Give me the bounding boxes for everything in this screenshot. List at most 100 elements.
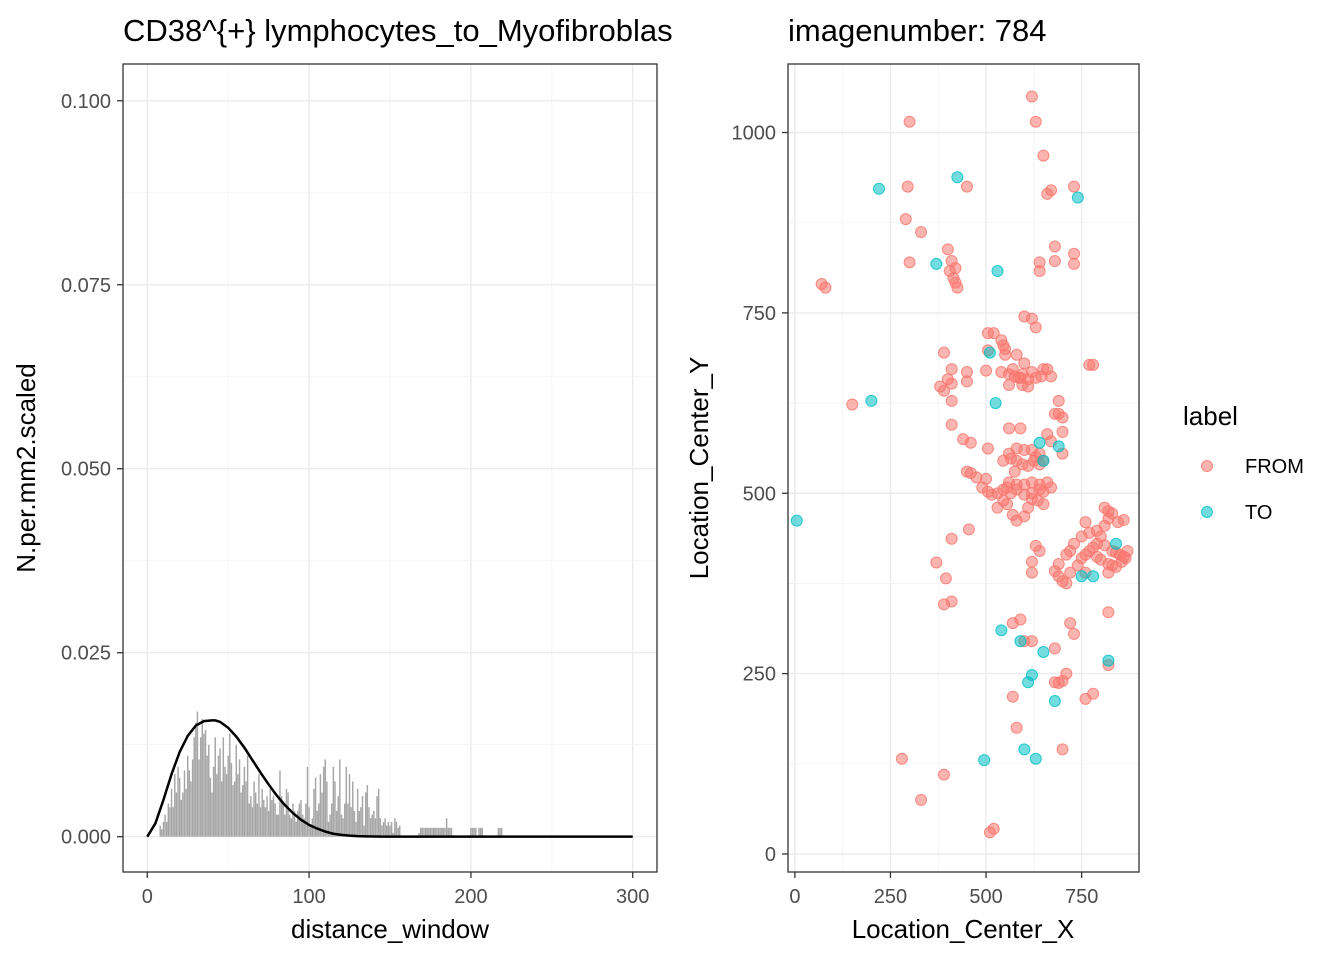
histogram-y-tick-label: 0.000: [61, 827, 111, 849]
histogram-bar: [191, 759, 194, 837]
histogram-bar: [339, 759, 341, 837]
histogram-bar: [481, 827, 483, 837]
scatter-point-from: [1052, 557, 1065, 570]
histogram-bar: [418, 832, 420, 837]
scatter-point-from: [938, 768, 950, 781]
histogram-bar: [426, 827, 428, 837]
histogram-bar: [345, 766, 348, 837]
scatter-axis-ticks: 0 250 500 750 0 250 500 750 1000: [732, 123, 1099, 908]
histogram-bar: [429, 827, 432, 837]
scatter-point-from: [903, 256, 916, 269]
scatter-point-to: [1052, 440, 1065, 453]
histogram-bar: [301, 814, 304, 837]
scatter-point-to: [1075, 570, 1088, 583]
histogram-bar: [230, 763, 233, 837]
scatter-y-tick-label: 250: [743, 664, 776, 686]
histogram-y-tick-label: 0.025: [61, 643, 111, 665]
histogram-bar: [206, 755, 208, 837]
histogram-bar: [439, 827, 441, 837]
histogram-bar: [297, 810, 299, 837]
scatter-title: imagenumber: 784: [788, 13, 1047, 48]
histogram-bar: [253, 781, 255, 837]
histogram-bar: [471, 827, 474, 837]
scatter-point-to: [1102, 654, 1115, 667]
histogram-bar: [172, 807, 174, 837]
histogram-bar: [314, 777, 317, 837]
histogram-bar: [353, 810, 356, 837]
histogram-bar: [324, 759, 327, 837]
histogram-bar: [421, 827, 424, 837]
scatter-point-to: [995, 624, 1008, 637]
histogram-bar: [243, 766, 246, 837]
histogram-bar: [277, 814, 280, 837]
scatter-x-tick-label: 750: [1065, 886, 1098, 908]
histogram-bar: [204, 729, 207, 837]
histogram-bar: [185, 788, 187, 837]
histogram-bar: [177, 766, 179, 837]
scatter-point-from: [987, 822, 1000, 835]
histogram-bar: [180, 799, 182, 837]
scatter-point-from: [1001, 498, 1014, 511]
histogram-bar: [424, 827, 427, 837]
scatter-point-from: [945, 377, 958, 390]
scatter-point-from: [1003, 422, 1015, 435]
scatter-point-from: [939, 572, 952, 585]
histogram-bar: [389, 825, 391, 837]
histogram-bar: [238, 759, 241, 837]
histogram-bar: [473, 827, 475, 837]
histogram-bar: [364, 792, 367, 837]
histogram-bar: [360, 807, 362, 837]
histogram-bar: [214, 737, 216, 837]
scatter-legend: label FROM TO: [1183, 401, 1304, 524]
histogram-x-tick-label: 100: [292, 886, 325, 908]
histogram-bar: [395, 821, 398, 837]
histogram-bar: [436, 827, 438, 837]
scatter-point-to: [1037, 454, 1050, 467]
histogram-x-axis-title: distance_window: [291, 914, 489, 944]
histogram-bar: [313, 788, 315, 837]
histogram-bar: [390, 821, 393, 837]
scatter-point-from: [1048, 642, 1061, 655]
scatter-point-from: [915, 793, 928, 806]
scatter-y-tick-label: 0: [765, 844, 776, 866]
histogram-bar: [392, 832, 394, 837]
scatter-y-axis-title: Location_Center_Y: [684, 357, 714, 580]
histogram-bar: [225, 774, 228, 837]
histogram-bar: [256, 803, 259, 837]
histogram-bar: [250, 796, 252, 837]
scatter-point-from: [1068, 537, 1080, 550]
legend-label-to: TO: [1245, 502, 1272, 524]
histogram-bar: [319, 774, 322, 837]
histogram-bar: [331, 803, 333, 837]
histogram-bar: [274, 803, 276, 837]
histogram-bar: [326, 781, 328, 837]
histogram-bar: [167, 803, 170, 837]
histogram-bar: [198, 759, 200, 837]
histogram-bar: [343, 803, 346, 837]
scatter-point-from: [999, 348, 1012, 361]
histogram-bar: [254, 792, 257, 837]
scatter-point-from: [1025, 635, 1038, 648]
scatter-point-to: [1087, 570, 1100, 583]
histogram-bar: [182, 792, 184, 837]
scatter-y-tick-label: 1000: [732, 123, 777, 145]
histogram-bar: [178, 777, 181, 837]
histogram-bar: [208, 744, 210, 837]
scatter-point-from: [846, 398, 859, 411]
histogram-bar: [183, 770, 186, 837]
scatter-point-from: [1064, 617, 1077, 630]
histogram-bar: [288, 814, 291, 837]
histogram-bar: [450, 827, 453, 837]
histogram-bar: [199, 737, 202, 837]
histogram-bar: [423, 827, 425, 837]
scatter-point-from: [903, 115, 916, 128]
histogram-bar: [382, 821, 385, 837]
histogram-bar: [363, 825, 365, 837]
histogram-bar: [371, 814, 373, 837]
histogram-bar: [335, 810, 338, 837]
histogram-bar: [379, 818, 382, 837]
histogram-bar: [279, 770, 281, 837]
histogram-bar: [342, 818, 344, 837]
histogram-bar: [442, 827, 445, 837]
legend-title: label: [1183, 401, 1238, 431]
